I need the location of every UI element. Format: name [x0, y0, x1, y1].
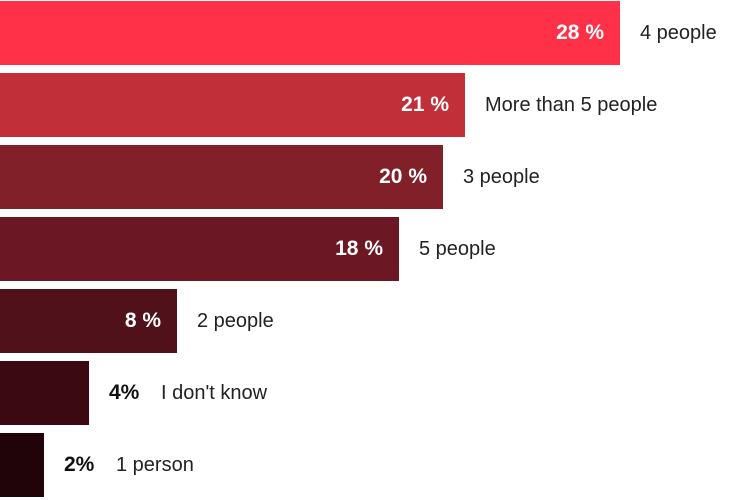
bar-row: 20 % 3 people [0, 145, 754, 209]
bar-value-label: 28 % [556, 21, 604, 44]
bar [0, 217, 399, 281]
bar-row: 2% 1 person [0, 433, 754, 497]
bar-category-label: I don't know [161, 382, 268, 404]
bar-category-label: 4 people [640, 22, 717, 44]
bar [0, 433, 44, 497]
bar [0, 1, 620, 65]
bar [0, 361, 89, 425]
bar-row: 21 % More than 5 people [0, 73, 754, 137]
bar-value-label: 2% [64, 453, 95, 476]
bar-value-label: 4% [109, 381, 140, 404]
bar-category-label: 3 people [463, 166, 540, 188]
bar [0, 73, 465, 137]
bar-value-label: 21 % [401, 93, 449, 116]
bar-category-label: 5 people [419, 238, 496, 260]
bar-category-label: More than 5 people [485, 94, 658, 116]
bar-value-label: 8 % [124, 309, 161, 332]
bar-row: 4% I don't know [0, 361, 754, 425]
bar [0, 145, 443, 209]
bar-value-label: 20 % [379, 165, 427, 188]
bar-category-label: 1 person [116, 454, 194, 476]
bar-value-label: 18 % [335, 237, 383, 260]
bar-row: 28 % 4 people [0, 1, 754, 65]
bar-category-label: 2 people [197, 310, 274, 332]
bar [0, 289, 177, 353]
bar-row: 8 % 2 people [0, 289, 754, 353]
bar-row: 18 % 5 people [0, 217, 754, 281]
